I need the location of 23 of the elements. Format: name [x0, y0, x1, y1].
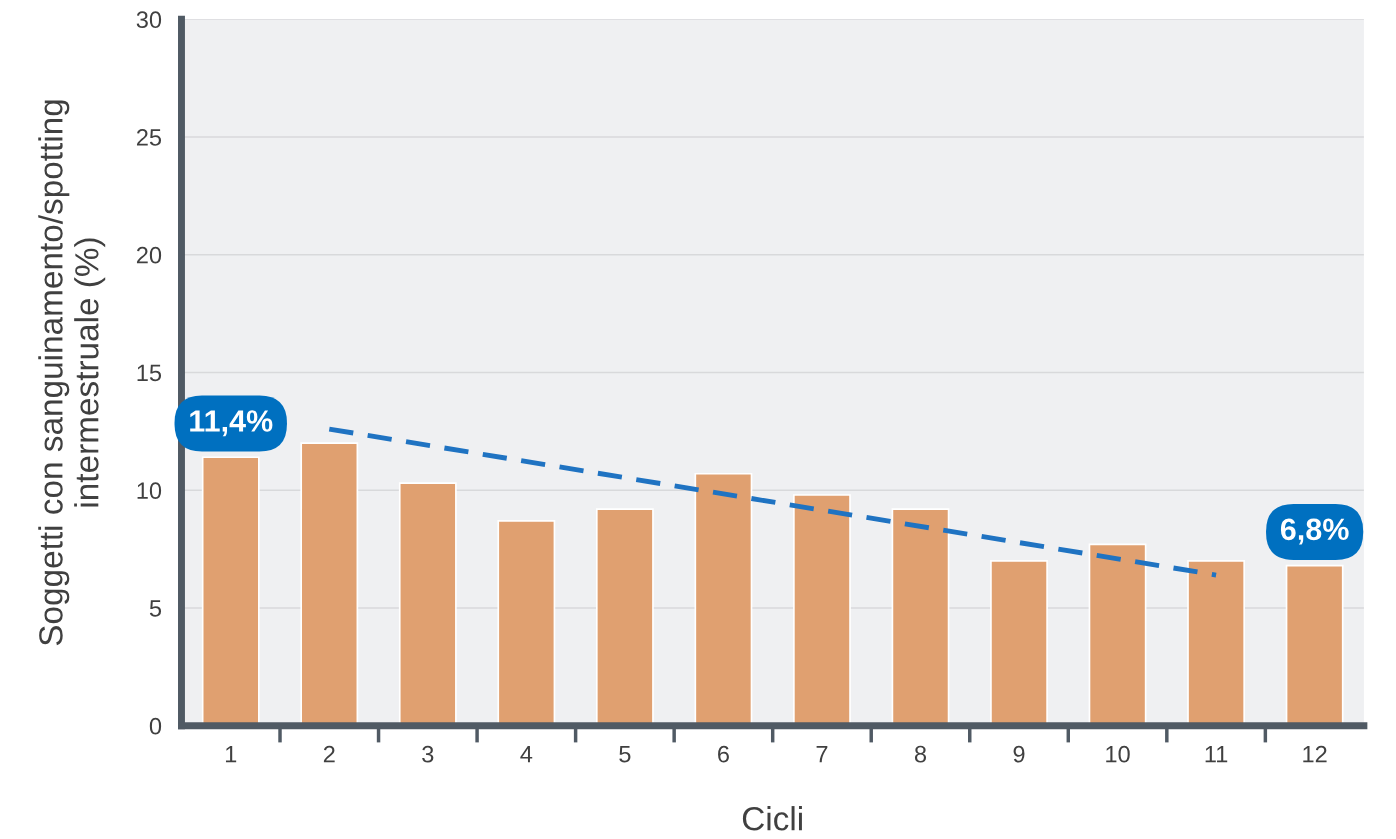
x-tick-label: 2 — [323, 745, 335, 763]
x-tick-label: 12 — [1303, 745, 1327, 763]
y-axis-title: Soggetti con sanguinamento/spotting intermestruale (%) — [38, 100, 106, 646]
x-tick-label: 6 — [718, 745, 729, 763]
data-label: 6,8% — [1280, 518, 1349, 545]
x-tick-label: 4 — [520, 746, 533, 763]
x-tick-label: 1 — [225, 746, 237, 763]
x-tick-label: 8 — [914, 745, 927, 763]
y-tick-label: 0 — [149, 717, 162, 735]
x-tick-label: 7 — [816, 746, 828, 763]
y-tick-label: 20 — [136, 246, 162, 264]
x-tick-label: 10 — [1106, 745, 1130, 763]
x-tick-label: 3 — [422, 745, 434, 763]
y-tick-label: 5 — [149, 600, 162, 617]
x-tick-label: 11 — [1205, 746, 1228, 763]
x-axis-title: Cicli — [742, 806, 802, 831]
y-tick-label: 15 — [137, 364, 162, 382]
data-label: 11,4% — [190, 410, 273, 437]
y-tick-label: 30 — [136, 11, 162, 29]
x-tick-label: 9 — [1013, 745, 1025, 763]
y-tick-label: 25 — [136, 129, 162, 146]
x-tick-label: 5 — [619, 746, 631, 763]
y-tick-label: 10 — [137, 482, 162, 500]
